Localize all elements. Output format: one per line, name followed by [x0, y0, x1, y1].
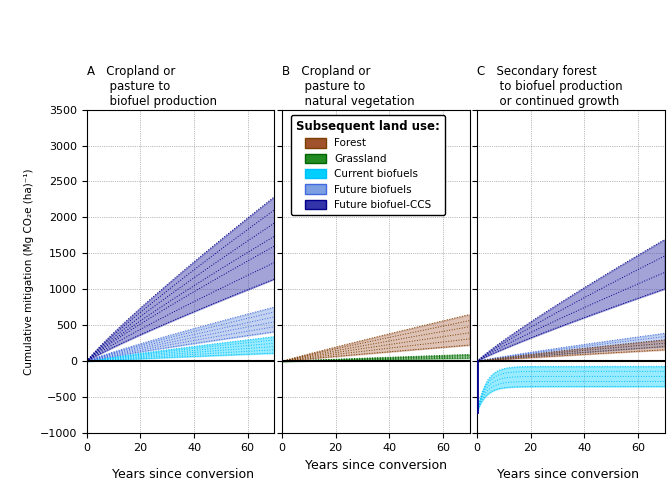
Text: A   Cropland or
      pasture to
      biofuel production: A Cropland or pasture to biofuel product… [87, 65, 217, 109]
Text: Years since conversion: Years since conversion [112, 468, 254, 481]
Text: Years since conversion: Years since conversion [498, 468, 639, 481]
X-axis label: Years since conversion: Years since conversion [305, 459, 447, 472]
Text: C   Secondary forest
      to biofuel production
      or continued growth: C Secondary forest to biofuel production… [477, 65, 623, 109]
Legend: Forest, Grassland, Current biofuels, Future biofuels, Future biofuel-CCS: Forest, Grassland, Current biofuels, Fut… [291, 115, 445, 215]
Text: B   Cropland or
      pasture to
      natural vegetation: B Cropland or pasture to natural vegetat… [282, 65, 415, 109]
Y-axis label: Cumulative mitigation (Mg CO₂e (ha)⁻¹): Cumulative mitigation (Mg CO₂e (ha)⁻¹) [24, 168, 34, 374]
